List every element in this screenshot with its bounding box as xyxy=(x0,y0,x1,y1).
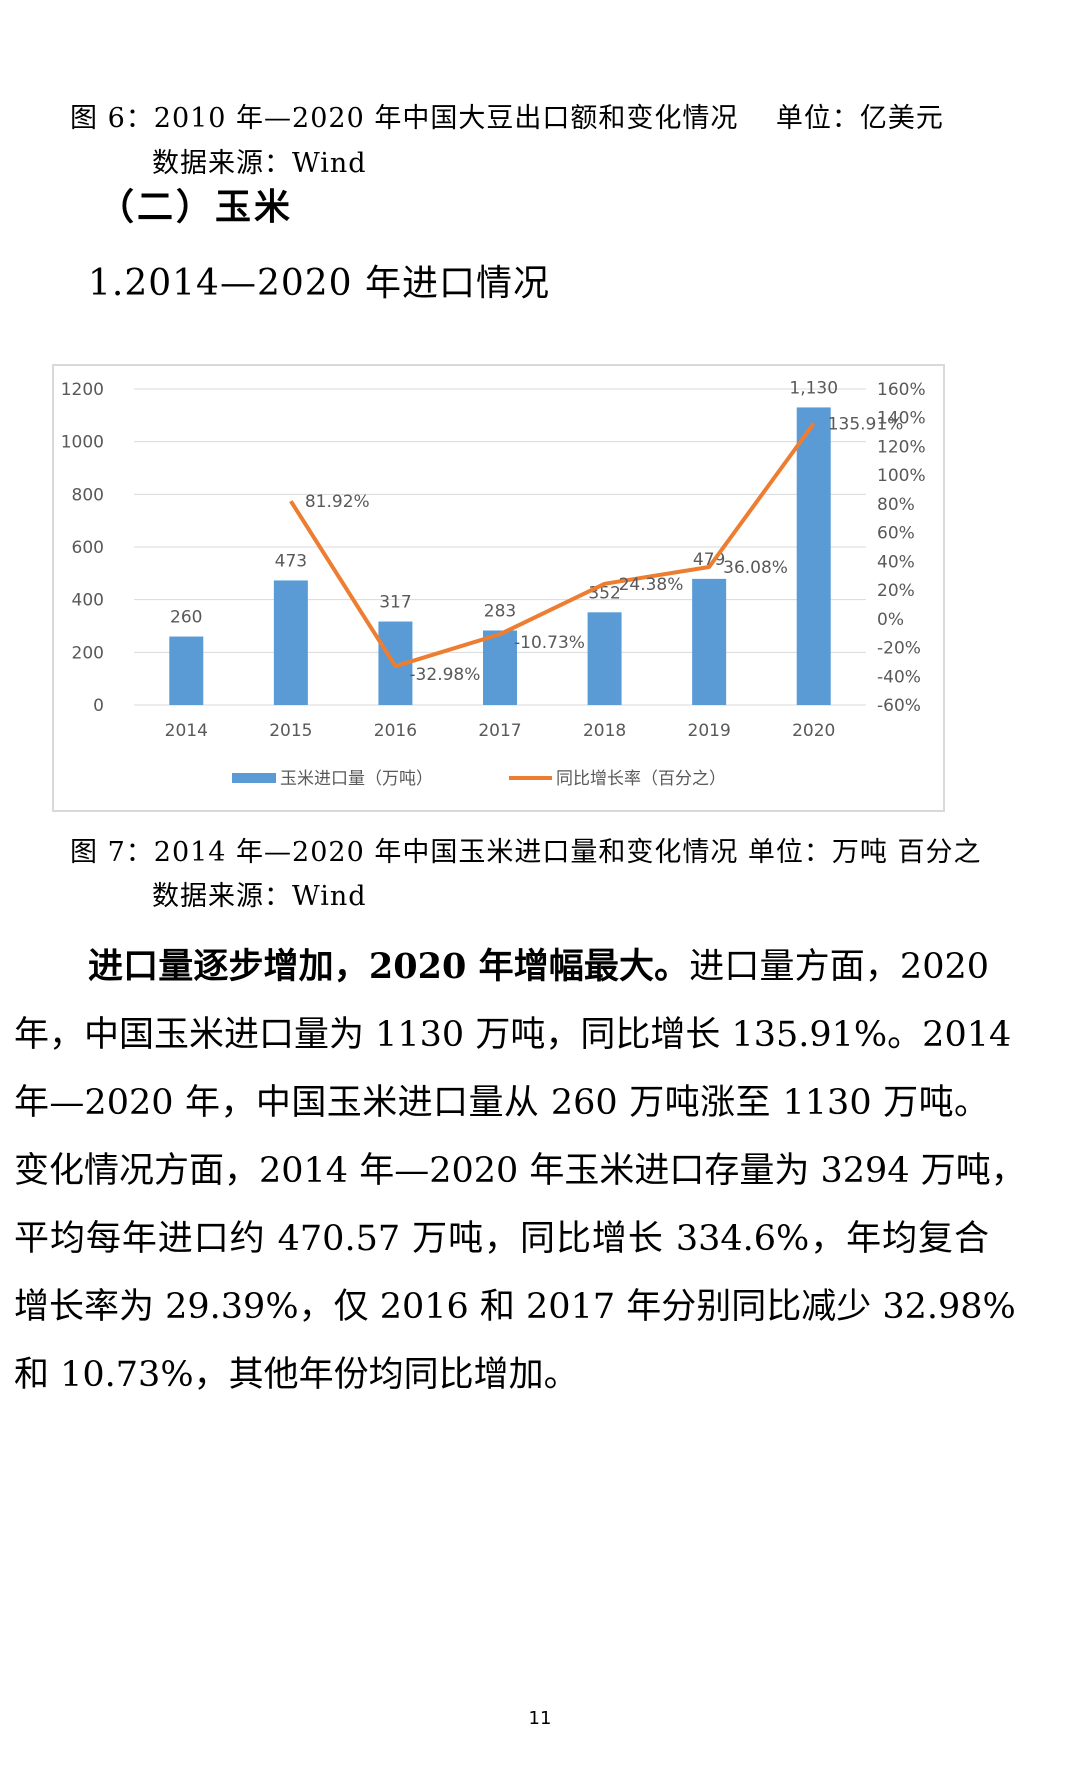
bar xyxy=(483,630,517,705)
bar xyxy=(692,578,727,705)
y-left-tick-label: 400 xyxy=(72,591,104,611)
x-tick-label: 2015 xyxy=(269,721,312,741)
y-right-tick-label: 20% xyxy=(877,581,915,601)
y-right-tick-label: -20% xyxy=(877,639,921,659)
corn-import-chart: 0 200 400 600 800 1000 1200 -60% -40% -20% 0% 20% 40… xyxy=(52,364,945,812)
line-data-label: -32.98% xyxy=(409,665,480,685)
x-tick-label: 2019 xyxy=(688,721,731,741)
legend-swatch-bars xyxy=(232,773,276,783)
y-right-tick-label: 140% xyxy=(877,409,926,429)
y-right-tick-label: 120% xyxy=(877,437,926,457)
line-data-label: 135.91% xyxy=(828,415,904,435)
line-data-label: 36.08% xyxy=(723,558,788,578)
paragraph-line: 年—2020 年，中国玉米进口量从 260 万吨涨至 1130 万吨。 xyxy=(14,1069,989,1137)
bar-data-label: 352 xyxy=(588,583,620,603)
bar-data-label: 260 xyxy=(170,608,202,628)
figure-6-caption: 图 6：2010 年—2020 年中国大豆出口额和变化情况 单位：亿美元 xyxy=(70,103,944,134)
paragraph-text: 年，中国玉米进口量为 1130 万吨，同比增长 135.91%。2014 xyxy=(14,1015,1012,1055)
bar xyxy=(169,636,204,705)
paragraph-line: 年，中国玉米进口量为 1130 万吨，同比增长 135.91%。2014 xyxy=(14,1001,1011,1069)
page-number: 11 xyxy=(528,1708,552,1729)
line-data-label: 81.92% xyxy=(305,492,370,512)
y-right-tick-label: 0% xyxy=(877,610,904,630)
paragraph-bold-lead: 进口量逐步增加，2020 年增幅最大。 xyxy=(88,946,690,987)
paragraph-text: 年—2020 年，中国玉米进口量从 260 万吨涨至 1130 万吨。 xyxy=(14,1083,989,1123)
y-left-tick-label: 1200 xyxy=(61,380,104,400)
y-left-tick-label: 600 xyxy=(72,538,104,558)
paragraph-line: 进口量逐步增加，2020 年增幅最大。进口量方面，2020 xyxy=(14,933,989,1001)
bar xyxy=(796,407,831,705)
y-left-tick-label: 1000 xyxy=(61,433,104,453)
paragraph-text: 平均每年进口约 470.57 万吨，同比增长 334.6%，年均复合 xyxy=(14,1219,989,1259)
line-data-label: -10.73% xyxy=(514,633,585,653)
y-left-tick-label: 0 xyxy=(93,696,104,716)
x-tick-label: 2016 xyxy=(374,721,417,741)
bar-data-label: 1,130 xyxy=(789,378,838,398)
x-tick-label: 2017 xyxy=(478,721,521,741)
bar xyxy=(587,612,622,705)
line-data-label: 24.38% xyxy=(619,575,684,595)
x-tick-label: 2014 xyxy=(165,721,208,741)
paragraph-text: 增长率为 29.39%，仅 2016 和 2017 年分别同比减少 32.98% xyxy=(14,1287,1016,1327)
y-right-tick-label: 100% xyxy=(877,466,926,486)
figure-6-source: 数据来源：Wind xyxy=(152,148,367,179)
y-left-tick-label: 200 xyxy=(72,643,104,663)
legend-label-bars: 玉米进口量（万吨） xyxy=(280,769,433,789)
y-right-tick-label: 160% xyxy=(877,380,926,400)
growth-rate-line xyxy=(289,422,816,669)
bar-data-label: 317 xyxy=(379,593,411,613)
chart-canvas: 0 200 400 600 800 1000 1200 -60% -40% -20% 0% 20% 40… xyxy=(61,378,926,789)
bar-data-label: 473 xyxy=(275,551,307,571)
paragraph-line: 增长率为 29.39%，仅 2016 和 2017 年分别同比减少 32.98% xyxy=(14,1273,1016,1341)
y-right-tick-label: 40% xyxy=(877,552,915,572)
body-paragraph: 进口量逐步增加，2020 年增幅最大。进口量方面，2020 年，中国玉米进口量为 … xyxy=(14,933,1026,1409)
paragraph-text: 变化情况方面，2014 年—2020 年玉米进口存量为 3294 万吨， xyxy=(14,1151,1026,1191)
y-right-tick-label: 80% xyxy=(877,495,915,515)
paragraph-line: 变化情况方面，2014 年—2020 年玉米进口存量为 3294 万吨， xyxy=(14,1137,1026,1205)
paragraph-line: 和 10.73%，其他年份均同比增加。 xyxy=(14,1341,989,1409)
y-right-tick-label: -40% xyxy=(877,667,921,687)
y-right-tick-label: 60% xyxy=(877,524,915,544)
bar-data-label: 283 xyxy=(484,601,516,621)
y-right-tick-label: -60% xyxy=(877,696,921,716)
x-tick-label: 2018 xyxy=(583,721,626,741)
bar xyxy=(273,580,308,705)
paragraph-text: 进口量方面，2020 xyxy=(689,947,989,987)
y-left-tick-label: 800 xyxy=(72,485,104,505)
paragraph-text: 和 10.73%，其他年份均同比增加。 xyxy=(14,1355,579,1395)
figure-7-source: 数据来源：Wind xyxy=(152,881,367,912)
legend-label-line: 同比增长率（百分之） xyxy=(556,769,726,789)
figure-7-caption: 图 7：2014 年—2020 年中国玉米进口量和变化情况 单位：万吨 百分之 xyxy=(70,837,982,868)
subsection-heading: 1.2014—2020 年进口情况 xyxy=(88,263,551,304)
x-tick-label: 2020 xyxy=(792,721,835,741)
section-heading: （二）玉米 xyxy=(98,186,294,228)
paragraph-line: 平均每年进口约 470.57 万吨，同比增长 334.6%，年均复合 xyxy=(14,1205,989,1273)
